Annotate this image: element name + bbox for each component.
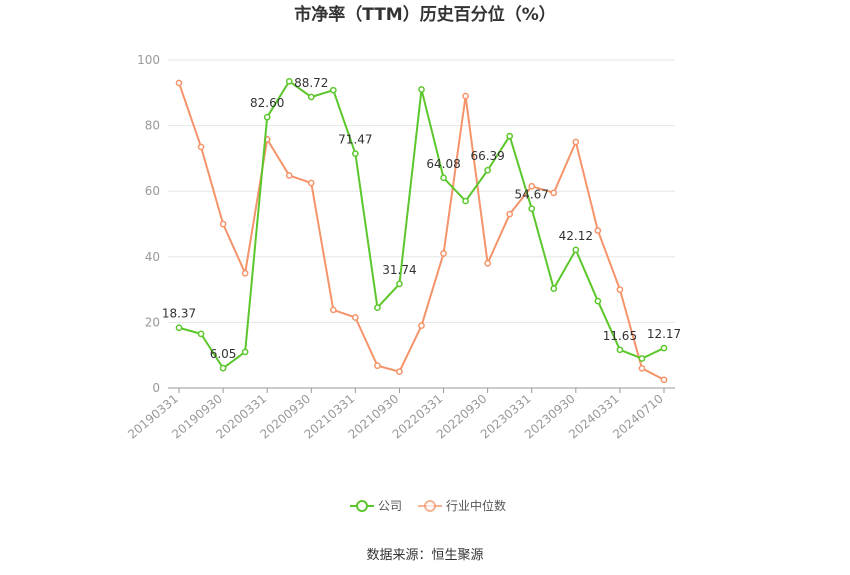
chart-title: 市净率（TTM）历史百分位（%） xyxy=(294,4,556,25)
data-point xyxy=(572,138,580,146)
y-tick-label: 20 xyxy=(145,315,160,329)
y-axis: 0 20 40 60 80 100 xyxy=(137,53,160,395)
legend-marker xyxy=(356,500,368,512)
data-point xyxy=(263,113,271,121)
data-point xyxy=(396,280,403,288)
data-point xyxy=(484,166,491,174)
data-point xyxy=(307,179,315,187)
data-label: 64.08 xyxy=(426,157,460,171)
legend-item-company[interactable]: 公司 xyxy=(350,499,402,513)
data-point xyxy=(374,362,381,370)
data-point xyxy=(352,150,359,157)
data-point xyxy=(506,132,514,140)
data-point xyxy=(660,344,668,352)
data-point xyxy=(660,376,668,384)
series-company xyxy=(175,77,668,372)
data-point xyxy=(440,174,447,182)
data-point xyxy=(175,79,183,87)
data-point xyxy=(638,355,646,362)
data-point xyxy=(197,143,205,151)
grid-lines xyxy=(168,59,675,323)
data-point xyxy=(506,210,514,218)
data-point xyxy=(285,77,293,85)
data-point xyxy=(219,220,227,228)
data-point xyxy=(462,92,469,100)
data-point xyxy=(241,269,249,277)
data-point xyxy=(329,306,337,314)
data-point xyxy=(329,86,337,94)
x-axis: 2019033120190930202003312020093020210331… xyxy=(125,387,675,442)
data-point xyxy=(440,250,447,257)
series-industry-median xyxy=(175,79,668,384)
data-label: 42.12 xyxy=(559,229,593,243)
data-label: 18.37 xyxy=(162,307,196,321)
data-point xyxy=(418,322,425,330)
data-point xyxy=(241,348,249,356)
data-point xyxy=(396,368,403,375)
data-point xyxy=(594,227,602,234)
data-label: 71.47 xyxy=(338,133,372,147)
data-point xyxy=(616,346,624,354)
series-layer xyxy=(175,77,668,384)
data-point xyxy=(418,86,425,93)
data-label: 31.74 xyxy=(382,263,416,277)
y-tick-label: 80 xyxy=(145,119,160,133)
data-point xyxy=(572,246,580,254)
data-point xyxy=(285,172,293,179)
data-label: 88.72 xyxy=(294,76,328,90)
legend-label: 行业中位数 xyxy=(446,498,506,513)
data-label: 66.39 xyxy=(470,149,504,163)
data-point xyxy=(374,304,381,311)
legend-marker xyxy=(424,500,436,512)
y-tick-label: 0 xyxy=(152,381,160,395)
data-label: 54.67 xyxy=(515,188,549,202)
data-point xyxy=(307,93,315,101)
data-point xyxy=(616,286,624,293)
legend-label: 公司 xyxy=(378,499,402,513)
y-tick-label: 40 xyxy=(145,250,160,264)
data-point xyxy=(550,285,558,292)
data-source: 数据来源：恒生聚源 xyxy=(366,548,483,563)
y-tick-label: 60 xyxy=(145,184,160,198)
data-point xyxy=(352,314,359,321)
data-point xyxy=(175,324,183,332)
data-label: 11.65 xyxy=(603,329,637,343)
data-point xyxy=(484,260,491,267)
legend[interactable]: 公司 行业中位数 xyxy=(350,498,506,513)
data-point xyxy=(638,364,646,372)
data-point xyxy=(528,182,536,190)
data-point xyxy=(197,330,205,338)
data-point xyxy=(219,364,227,372)
data-point xyxy=(528,205,536,213)
data-point xyxy=(462,197,469,205)
data-labels: 18.37 6.05 82.60 88.72 71.47 31.74 64.08 66.39 5… xyxy=(162,76,681,361)
data-label: 6.05 xyxy=(210,347,237,361)
data-point xyxy=(550,189,558,197)
data-label: 82.60 xyxy=(250,96,284,110)
data-label: 12.17 xyxy=(647,327,681,341)
y-tick-label: 100 xyxy=(137,53,160,67)
legend-item-industry-median[interactable]: 行业中位数 xyxy=(418,498,506,513)
data-point xyxy=(594,297,602,305)
